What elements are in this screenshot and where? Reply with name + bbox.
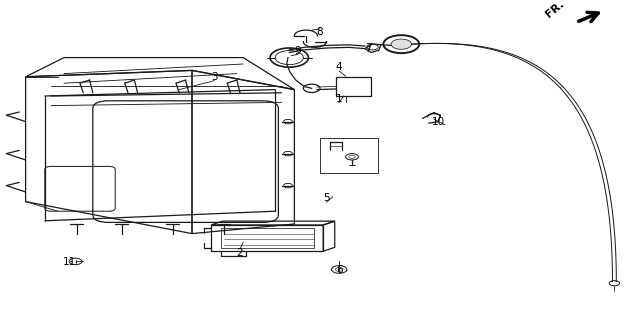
Text: 2: 2 <box>237 248 243 258</box>
Bar <box>211 225 323 251</box>
Text: FR.: FR. <box>544 0 566 20</box>
Text: 4: 4 <box>336 62 342 72</box>
Text: 9: 9 <box>294 46 301 56</box>
Text: 5: 5 <box>323 193 330 204</box>
Text: 11: 11 <box>63 257 76 267</box>
Bar <box>336 77 371 96</box>
Text: 8: 8 <box>317 27 323 37</box>
Text: 3: 3 <box>211 72 218 82</box>
Text: 10: 10 <box>432 116 445 127</box>
Circle shape <box>391 39 412 49</box>
Text: 7: 7 <box>365 43 371 53</box>
Bar <box>221 228 314 248</box>
Text: 6: 6 <box>336 265 342 276</box>
Text: 1: 1 <box>336 94 342 104</box>
